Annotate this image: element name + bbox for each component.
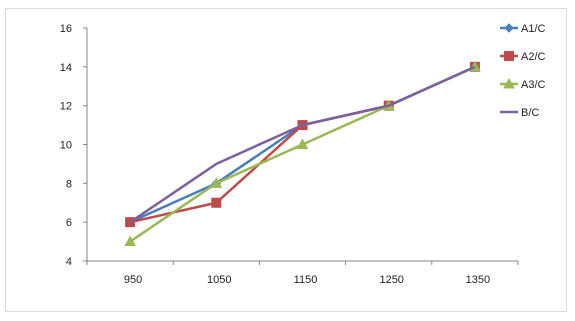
series-line (129, 65, 476, 243)
legend-label: A2/C (521, 51, 546, 63)
legend-marker (503, 77, 515, 89)
legend-label: A3/C (521, 79, 546, 91)
series-b-c (129, 65, 476, 224)
x-tick-label: 950 (124, 274, 142, 286)
y-tick-label: 4 (66, 256, 72, 268)
series-line (129, 65, 476, 224)
chart-legend: A1/C A2/C A3/C B/C (500, 23, 546, 119)
data-point (124, 235, 136, 247)
legend-item: A3/C (500, 77, 546, 91)
y-tick-label: 10 (60, 140, 72, 152)
x-tick-label: 1250 (379, 274, 403, 286)
y-tick-label: 12 (60, 101, 72, 113)
data-point (210, 177, 223, 188)
legend-item: A1/C (500, 23, 546, 35)
y-tick-label: 6 (66, 217, 72, 229)
x-tick-label: 1050 (207, 274, 231, 286)
x-tick-label: 1150 (294, 274, 318, 286)
legend-label: A1/C (521, 23, 546, 35)
y-tick-label: 14 (60, 62, 72, 74)
legend-item: A2/C (500, 51, 546, 63)
series-layer (124, 60, 481, 247)
y-tick-label: 16 (60, 23, 72, 35)
legend-item: B/C (500, 107, 539, 119)
chart-axes: 4 6 8 10 12 14 16 950 1050 1150 1250 1350 (60, 23, 519, 286)
y-tick-label: 8 (66, 178, 72, 190)
x-tick-label: 1350 (466, 274, 490, 286)
legend-marker (504, 23, 514, 33)
legend-marker (504, 51, 514, 61)
legend-label: B/C (521, 107, 539, 119)
data-point (296, 138, 309, 149)
data-point (211, 197, 222, 208)
